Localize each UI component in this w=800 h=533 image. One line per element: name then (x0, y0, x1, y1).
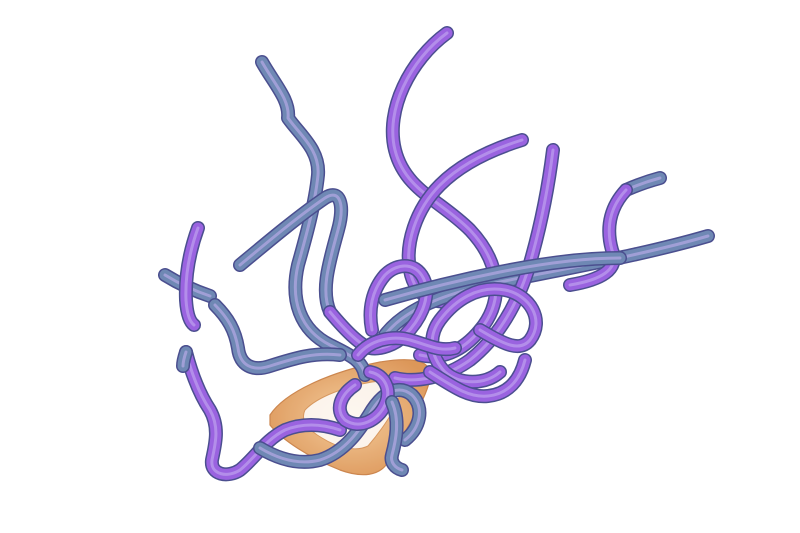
streamline-tube-highlight (238, 193, 343, 314)
streamline-tube-highlight (258, 388, 421, 464)
streamline-tube-highlight (391, 31, 498, 358)
streamline-tube-highlight (568, 188, 628, 287)
streamline-tube-highlight (428, 358, 527, 398)
streamline-tube-highlight (356, 336, 457, 357)
streamline-tube-highlight (184, 226, 200, 327)
streamline-tube-highlight (383, 256, 622, 302)
streamline-tube-highlight (184, 350, 342, 476)
streamline-tube-highlight (181, 350, 188, 368)
streamline-tube-highlight (260, 60, 367, 377)
streamline-tube-highlight (430, 287, 538, 384)
streamline-tube-highlight (338, 370, 390, 426)
streamline-tubes (158, 26, 715, 482)
streamline-tube-highlight (390, 400, 404, 472)
streamline-tube-highlight (213, 303, 342, 370)
